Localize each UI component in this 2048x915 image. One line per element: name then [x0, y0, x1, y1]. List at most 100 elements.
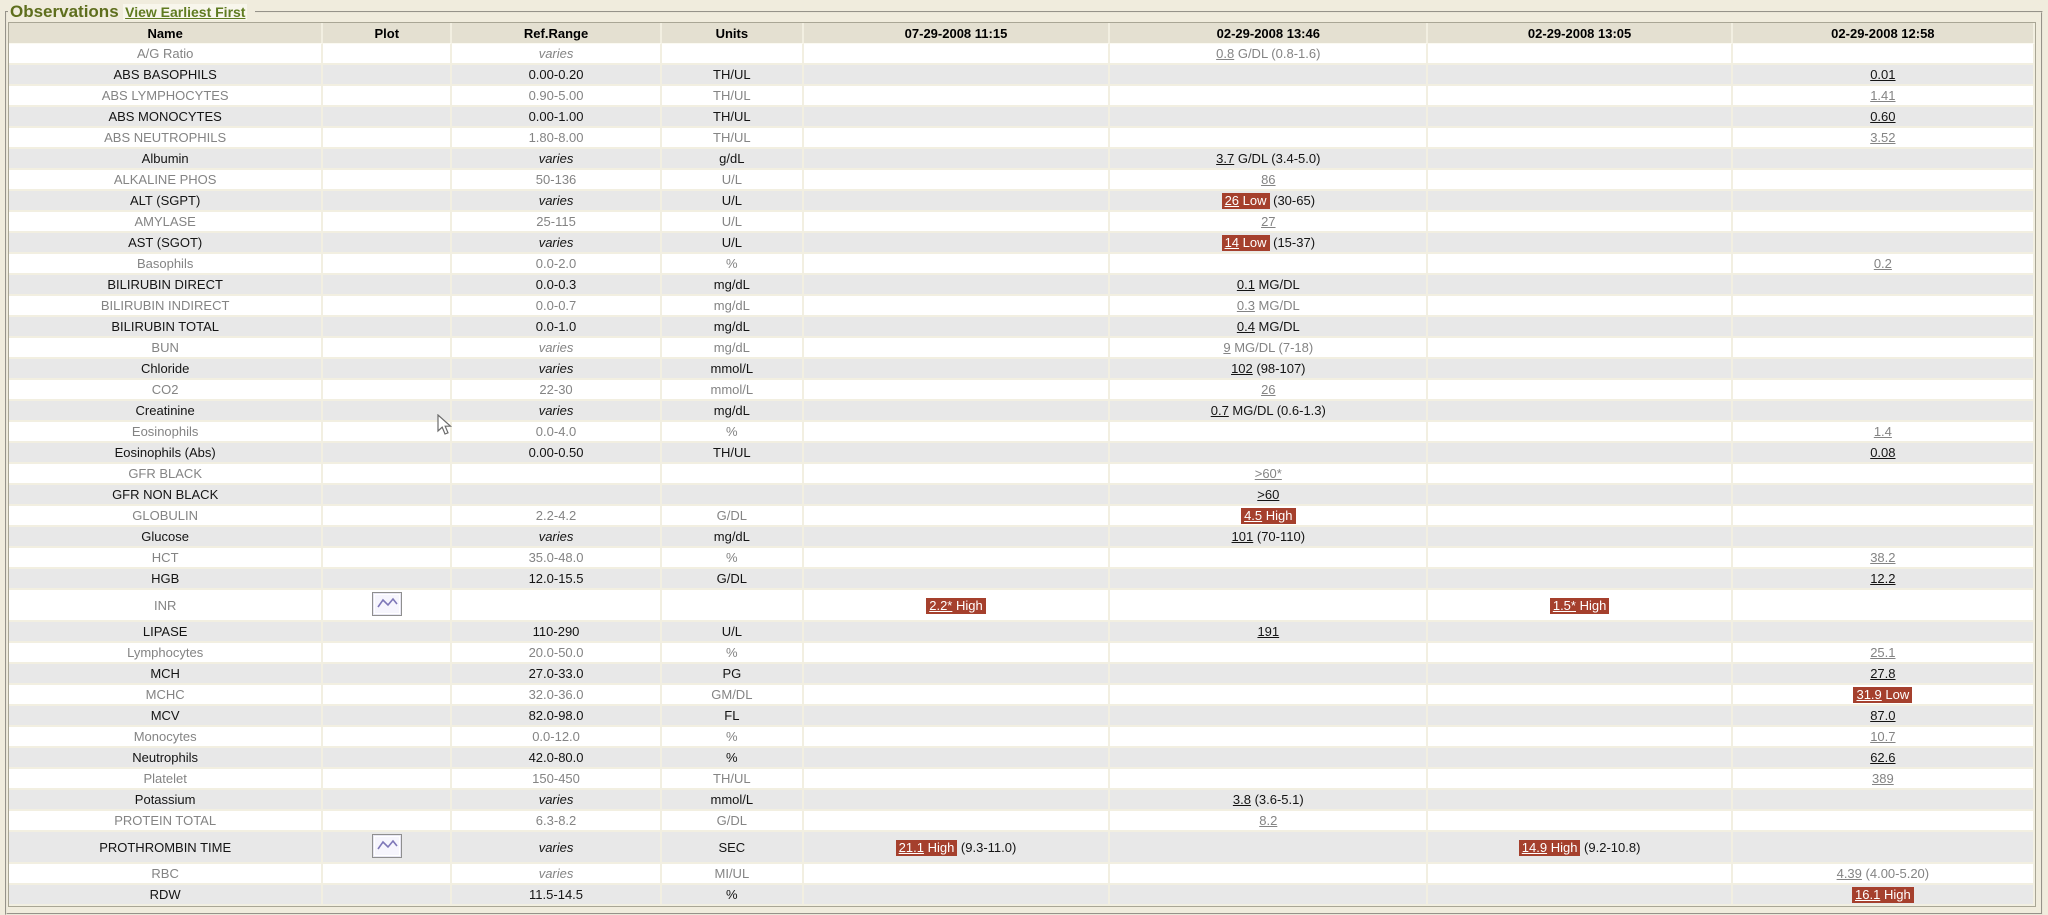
result-value-link[interactable]: 0.4: [1236, 319, 1255, 334]
result-value-link[interactable]: 1.5*: [1552, 597, 1576, 613]
result-value-link[interactable]: 3.8: [1232, 792, 1251, 807]
plot-cell: [323, 885, 453, 906]
result-value-link[interactable]: 14: [1224, 235, 1240, 250]
test-name-cell: INR: [9, 590, 324, 622]
lab-row-abs-neutrophils: ABS NEUTROPHILS 1.80-8.00 TH/UL 3.52: [9, 128, 2035, 149]
abnormal-flag-low: 26 Low: [1221, 193, 1270, 209]
units-cell: g/dL: [661, 149, 804, 170]
result-value-link[interactable]: 9: [1223, 340, 1231, 355]
result-cell-02-29-2008-13-05: [1428, 527, 1733, 548]
result-value-link[interactable]: 26: [1261, 382, 1276, 397]
units-cell: %: [661, 643, 804, 664]
result-cell-07-29-2008-11-15: [803, 191, 1111, 212]
abnormal-flag-high: 14.9 High: [1518, 839, 1581, 856]
ref-range-cell: 35.0-48.0: [452, 548, 662, 569]
result-value-link[interactable]: 0.01: [1870, 67, 1896, 82]
plot-cell: [323, 643, 453, 664]
result-value-link[interactable]: 25.1: [1870, 645, 1896, 660]
result-cell-02-29-2008-13-05: [1428, 485, 1733, 506]
result-cell-02-29-2008-13-05: [1428, 622, 1733, 643]
test-name-cell: MCHC: [9, 685, 324, 706]
test-name-cell: RDW: [9, 885, 324, 906]
result-cell-02-29-2008-13-46: [1110, 727, 1429, 748]
result-cell-02-29-2008-13-05: [1428, 790, 1733, 811]
result-value-link[interactable]: 102: [1231, 361, 1253, 376]
result-cell-02-29-2008-12-58: 0.08: [1732, 443, 2035, 464]
result-cell-07-29-2008-11-15: [803, 170, 1111, 191]
result-value-link[interactable]: 389: [1872, 771, 1894, 786]
view-earliest-first-link[interactable]: View Earliest First: [123, 4, 248, 20]
result-value-link[interactable]: 0.3: [1236, 298, 1255, 313]
result-value-link[interactable]: 3.7: [1216, 151, 1235, 166]
lab-row-globulin: GLOBULIN 2.2-4.2 G/DL 4.5 High: [9, 506, 2035, 527]
result-cell-02-29-2008-13-05: [1428, 464, 1733, 485]
result-value-link[interactable]: 14.9: [1521, 839, 1548, 855]
lab-row-neutrophils: Neutrophils 42.0-80.0% 62.6: [9, 748, 2035, 769]
result-cell-02-29-2008-12-58: [1732, 44, 2035, 65]
plot-chart-icon[interactable]: [371, 833, 402, 858]
result-value-link[interactable]: 3.52: [1870, 130, 1896, 145]
lab-row-mch: MCH 27.0-33.0 PG 27.8: [9, 664, 2035, 685]
result-cell-02-29-2008-13-05: [1428, 44, 1733, 65]
result-value-link[interactable]: 86: [1261, 172, 1276, 187]
result-value-link[interactable]: 4.5: [1244, 508, 1263, 523]
test-name-cell: Monocytes: [9, 727, 324, 748]
lab-row-gfr-non-black: GFR NON BLACK >60: [9, 485, 2035, 506]
result-cell-02-29-2008-12-58: [1732, 622, 2035, 643]
result-cell-02-29-2008-12-58: 10.7: [1732, 727, 2035, 748]
lab-row-platelet: Platelet 150-450 TH/UL 389: [9, 769, 2035, 790]
test-name-cell: Eosinophils: [9, 422, 324, 443]
result-value-link[interactable]: 2.2*: [929, 597, 953, 613]
ref-range-cell: 42.0-80.0: [452, 748, 662, 769]
result-value-link[interactable]: 21.1: [898, 839, 924, 855]
column-header-name: Name: [9, 23, 324, 44]
result-value-link[interactable]: 16.1: [1855, 887, 1881, 902]
result-value-link[interactable]: 4.39: [1836, 866, 1862, 881]
result-value-link[interactable]: 0.60: [1870, 109, 1896, 124]
result-cell-02-29-2008-13-05: 14.9 High (9.2-10.8): [1428, 832, 1733, 864]
result-value-link[interactable]: 0.2: [1873, 256, 1892, 271]
result-cell-02-29-2008-13-46: [1110, 590, 1429, 622]
plot-cell: [323, 170, 453, 191]
result-cell-02-29-2008-13-05: 1.5* High: [1428, 590, 1733, 622]
result-cell-02-29-2008-13-05: [1428, 885, 1733, 906]
result-value-link[interactable]: 27: [1261, 214, 1276, 229]
result-cell-02-29-2008-13-05: [1428, 191, 1733, 212]
result-value-link[interactable]: 0.8: [1216, 46, 1235, 61]
result-value-link[interactable]: >60*: [1254, 466, 1282, 481]
result-value-link[interactable]: 0.1: [1236, 277, 1255, 292]
result-cell-07-29-2008-11-15: 21.1 High (9.3-11.0): [803, 832, 1111, 864]
result-value-link[interactable]: >60: [1257, 487, 1280, 502]
ref-range-cell: varies: [452, 790, 662, 811]
units-cell: TH/UL: [661, 443, 804, 464]
units-cell: G/DL: [661, 811, 804, 832]
test-name-cell: HCT: [9, 548, 324, 569]
result-cell-02-29-2008-13-46: [1110, 685, 1429, 706]
lab-row-rbc: RBC varies MI/UL 4.39 (4.00-5.20): [9, 864, 2035, 885]
result-value-link[interactable]: 0.08: [1870, 445, 1896, 460]
ref-range-cell: 82.0-98.0: [452, 706, 662, 727]
result-value-link[interactable]: 101: [1231, 529, 1254, 544]
ref-range-cell: 27.0-33.0: [452, 664, 662, 685]
plot-cell: [323, 464, 453, 485]
result-cell-02-29-2008-12-58: 3.52: [1732, 128, 2035, 149]
plot-cell: [323, 548, 453, 569]
result-value-link[interactable]: 31.9: [1856, 687, 1882, 702]
result-value-link[interactable]: 10.7: [1870, 729, 1896, 744]
result-value-link[interactable]: 191: [1257, 624, 1280, 639]
result-value-link[interactable]: 26: [1224, 193, 1240, 208]
result-value-link[interactable]: 87.0: [1870, 708, 1896, 723]
result-value-link[interactable]: 1.4: [1873, 424, 1892, 439]
units-cell: G/DL: [661, 506, 804, 527]
result-cell-07-29-2008-11-15: [803, 727, 1111, 748]
plot-cell: [323, 527, 453, 548]
plot-chart-icon[interactable]: [371, 591, 402, 616]
result-cell-02-29-2008-13-46: 27: [1110, 212, 1429, 233]
result-value-link[interactable]: 62.6: [1870, 750, 1896, 765]
result-value-link[interactable]: 27.8: [1870, 666, 1896, 681]
result-value-link[interactable]: 12.2: [1870, 571, 1896, 586]
result-value-link[interactable]: 0.7: [1210, 403, 1229, 418]
result-value-link[interactable]: 8.2: [1259, 813, 1278, 828]
result-value-link[interactable]: 38.2: [1870, 550, 1896, 565]
result-value-link[interactable]: 1.41: [1870, 88, 1896, 103]
